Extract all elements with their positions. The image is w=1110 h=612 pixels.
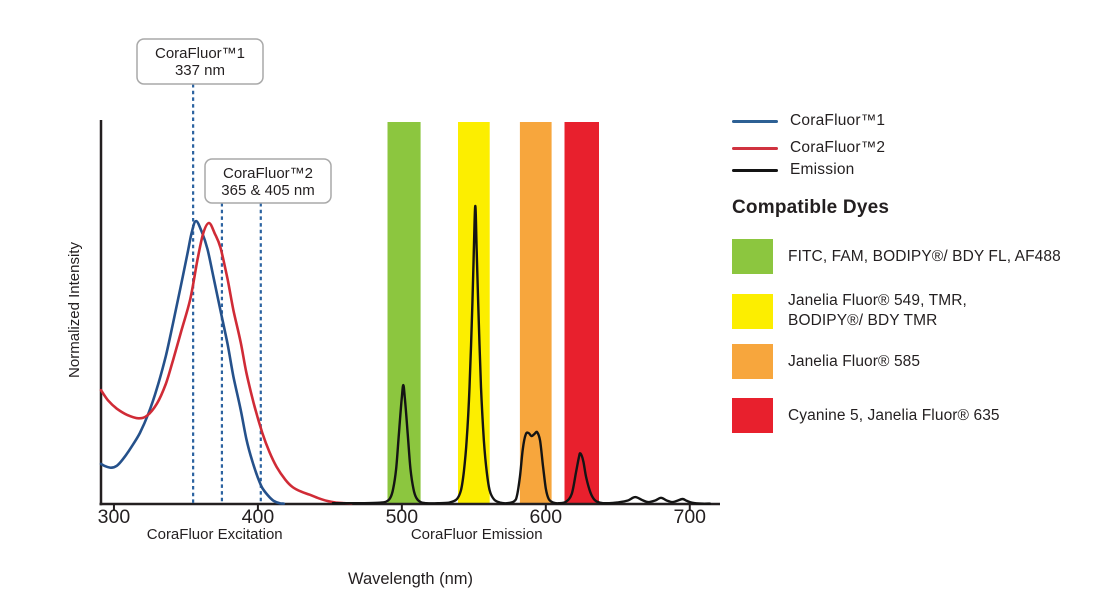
annotation-value: 337 nm: [175, 62, 225, 79]
series-corafluor2: [99, 221, 353, 505]
dye-label-yellow: Janelia Fluor® 549, TMR, BODIPY®/ BDY TM…: [788, 292, 967, 329]
dye-label-red: Cyanine 5, Janelia Fluor® 635: [788, 406, 1000, 424]
x-axis-title: Wavelength (nm): [348, 570, 473, 588]
filter-band-orange-filter: [519, 122, 552, 503]
legend-item-emission: Emission: [732, 161, 854, 179]
annotation-box: [136, 38, 264, 85]
legend-line-red: [732, 146, 778, 150]
legend-panel: CoraFluor™1 CoraFluor™2 Emission Compati…: [732, 0, 1108, 612]
dye-swatch-green: [732, 239, 773, 274]
dye-row-orange: Janelia Fluor® 585: [732, 344, 920, 379]
dye-swatch-yellow: [732, 293, 773, 329]
x-tick-label: 500: [386, 506, 419, 528]
dye-row-red: Cyanine 5, Janelia Fluor® 635: [732, 398, 1000, 433]
series-corafluor1: [99, 219, 286, 505]
y-axis-title: Normalized Intensity: [66, 242, 83, 378]
x-tick-label: 600: [530, 506, 563, 528]
annotation-title: CoraFluor™2: [223, 165, 313, 182]
dye-swatch-orange: [732, 344, 773, 379]
compatible-dyes-heading: Compatible Dyes: [732, 197, 890, 218]
annotation-value: 365 & 405 nm: [221, 182, 314, 199]
spectra-chart: 300 400 500 600 700 CoraFluor Excitation CoraF…: [66, 38, 720, 588]
filter-band-green-filter: [387, 122, 421, 503]
x-tick-label: 300: [98, 506, 131, 528]
legend-label-corafluor1: CoraFluor™1: [790, 112, 886, 129]
legend-label-corafluor2: CoraFluor™2: [790, 139, 886, 156]
dye-row-green: FITC, FAM, BODIPY®/ BDY FL, AF488: [732, 239, 1061, 274]
axis-region-label: CoraFluor Emission: [411, 526, 543, 543]
legend-item-corafluor1: CoraFluor™1: [732, 112, 885, 130]
x-tick-label: 400: [242, 506, 275, 528]
dye-label-orange: Janelia Fluor® 585: [788, 352, 921, 370]
annotation-title: CoraFluor™1: [155, 45, 245, 62]
legend-line-black: [732, 168, 778, 172]
filter-band-red-filter: [564, 122, 599, 503]
legend-item-corafluor2: CoraFluor™2: [732, 139, 885, 157]
annotation-box: [204, 158, 332, 204]
axis-region-label: CoraFluor Excitation: [147, 526, 283, 543]
series-emission: [331, 204, 712, 505]
dye-row-yellow: Janelia Fluor® 549, TMR, BODIPY®/ BDY TM…: [732, 291, 967, 331]
x-tick-label: 700: [673, 506, 706, 528]
dye-label-green: FITC, FAM, BODIPY®/ BDY FL, AF488: [788, 247, 1061, 265]
dye-swatch-red: [732, 398, 773, 433]
legend-line-blue: [732, 119, 778, 123]
legend-label-emission: Emission: [790, 161, 855, 178]
